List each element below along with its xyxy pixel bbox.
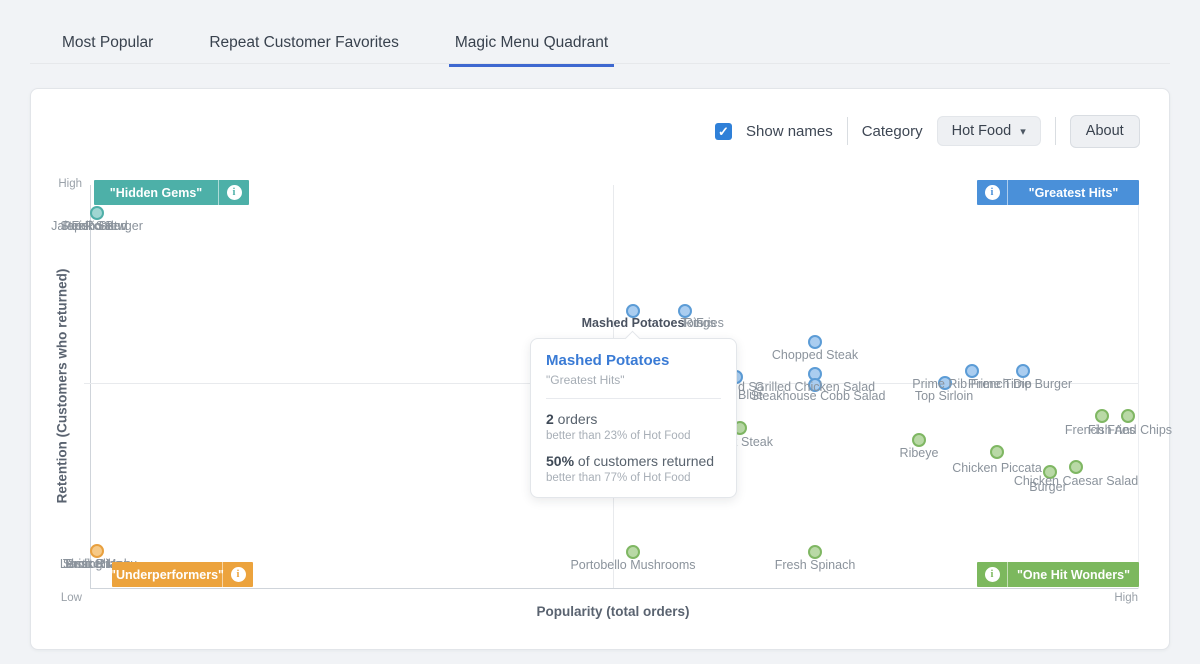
category-label: Category <box>861 122 923 140</box>
show-names-checkbox[interactable]: ✓ <box>715 122 732 140</box>
x-axis-high-label: High <box>1114 592 1138 604</box>
y-axis-low-label: Low <box>60 592 82 604</box>
point-label: French Fries <box>1064 423 1136 437</box>
badge-separator <box>222 562 223 587</box>
x-axis-line <box>90 588 1138 589</box>
one-hit-wonders-info-button[interactable]: i <box>977 562 1007 587</box>
tab-most-popular[interactable]: Most Popular <box>62 34 154 51</box>
point-label: Chicken Caesar Salad <box>1013 474 1139 488</box>
category-dropdown-value: Hot Food <box>951 123 1012 139</box>
info-icon: i <box>984 567 1000 582</box>
point-label: Ribeye <box>899 446 939 460</box>
point-label: Brisket <box>65 557 105 571</box>
hidden-gems-badge: "Hidden Gems" i <box>94 180 249 205</box>
toolbar-divider <box>1054 117 1056 145</box>
point-label: Burger <box>1029 480 1067 494</box>
tooltip-orders-unit: orders <box>553 411 598 427</box>
toolbar-divider <box>846 117 848 145</box>
one-hit-wonders-label: "One Hit Wonders" <box>1016 567 1131 582</box>
info-icon: i <box>226 185 242 200</box>
data-point[interactable] <box>1043 465 1057 479</box>
tooltip-retention-line: 50% of customers returned <box>546 453 721 469</box>
tab-repeat-customer-favorites[interactable]: Repeat Customer Favorites <box>209 34 399 51</box>
tab-magic-menu-quadrant[interactable]: Magic Menu Quadrant <box>448 26 615 67</box>
point-label: Portobello Mushrooms <box>570 558 696 572</box>
tooltip-retention-value: 50% <box>546 453 575 469</box>
info-icon: i <box>230 567 246 582</box>
x-axis-title: Popularity (total orders) <box>536 604 690 619</box>
underperformers-info-button[interactable]: i <box>223 562 253 587</box>
about-button[interactable]: About <box>1069 114 1140 148</box>
info-icon: i <box>984 185 1000 200</box>
data-point[interactable] <box>90 544 104 558</box>
point-label: Top Sirloin <box>914 389 974 403</box>
tooltip-retention-note: better than 77% of Hot Food <box>546 472 691 484</box>
one-hit-wonders-badge: i "One Hit Wonders" <box>977 562 1139 587</box>
tooltip-divider <box>546 398 721 399</box>
point-label: Chicken Piccata <box>952 461 1042 475</box>
point-label: Steak Salad <box>60 219 128 233</box>
data-point[interactable] <box>808 545 822 559</box>
tooltip-quadrant: "Greatest Hits" <box>546 373 625 387</box>
category-dropdown[interactable]: Hot Food ▾ <box>936 116 1041 146</box>
tooltip-orders-note: better than 23% of Hot Food <box>546 430 691 442</box>
tooltip-retention-rest: of customers returned <box>574 453 715 469</box>
point-label: Chopped Steak <box>771 348 859 362</box>
show-names-label: Show names <box>746 122 833 140</box>
point-label: Jalapeño Burger <box>51 219 143 233</box>
point-label: d Sa <box>738 380 764 394</box>
point-label: Prime Time Burger <box>967 377 1073 391</box>
data-point[interactable] <box>1095 409 1109 423</box>
tooltip-orders-value: 2 <box>546 411 554 427</box>
point-label: Fries <box>696 316 724 330</box>
y-axis-title: Retention (Customers who returned) <box>54 268 70 504</box>
data-point[interactable] <box>912 433 926 447</box>
point-label: Blue <box>738 388 764 402</box>
plot-right-border <box>1138 185 1139 589</box>
point-tooltip: Mashed Potatoes "Greatest Hits" 2 orders… <box>530 330 737 498</box>
data-point[interactable] <box>626 304 640 318</box>
point-label: Fish And Chips <box>1087 423 1173 437</box>
point-label: Mashed Potatoes <box>581 316 685 330</box>
chevron-down-icon: ▾ <box>1020 125 1026 138</box>
data-point[interactable] <box>965 364 979 378</box>
data-point[interactable] <box>1069 460 1083 474</box>
y-axis-line <box>90 185 91 589</box>
point-label: Pot Roast <box>62 219 118 233</box>
data-point[interactable] <box>938 376 952 390</box>
point-label: Steakhouse Cobb Salad <box>750 389 886 403</box>
y-axis-high-label: High <box>58 178 82 190</box>
tooltip-orders-line: 2 orders <box>546 411 721 427</box>
badge-separator <box>1007 562 1008 587</box>
greatest-hits-badge: i "Greatest Hits" <box>977 180 1139 205</box>
point-label: Short Ribs <box>62 557 122 571</box>
point-label: Fish Stew <box>71 219 127 233</box>
data-point[interactable] <box>1121 409 1135 423</box>
greatest-hits-label: "Greatest Hits" <box>1028 185 1119 200</box>
point-label: Grilled Chicken Salad <box>754 380 876 394</box>
data-point[interactable] <box>626 545 640 559</box>
underperformers-badge: "Underperformers" i <box>110 562 253 587</box>
chart-toolbar: ✓ Show names Category Hot Food ▾ About <box>715 114 1140 148</box>
data-point[interactable] <box>808 378 822 392</box>
data-point[interactable] <box>678 304 692 318</box>
data-point[interactable] <box>990 445 1004 459</box>
point-label: Prime Rib French Dip <box>912 377 1032 391</box>
data-point[interactable] <box>1016 364 1030 378</box>
greatest-hits-info-button[interactable]: i <box>977 180 1007 205</box>
underperformers-label: "Underperformers" <box>110 567 224 582</box>
point-label: Fresh Spinach <box>774 558 856 572</box>
data-point[interactable] <box>808 335 822 349</box>
hidden-gems-info-button[interactable]: i <box>219 180 249 205</box>
tab-divider <box>30 63 1170 64</box>
hidden-gems-label: "Hidden Gems" <box>109 185 203 200</box>
data-point[interactable] <box>90 206 104 220</box>
tooltip-title: Mashed Potatoes <box>546 352 670 369</box>
point-label: Tots <box>680 316 704 330</box>
badge-separator <box>1007 180 1008 205</box>
point-label: Rings <box>684 316 716 330</box>
badge-separator <box>218 180 219 205</box>
tab-bar: Most Popular Repeat Customer Favorites M… <box>56 26 615 67</box>
